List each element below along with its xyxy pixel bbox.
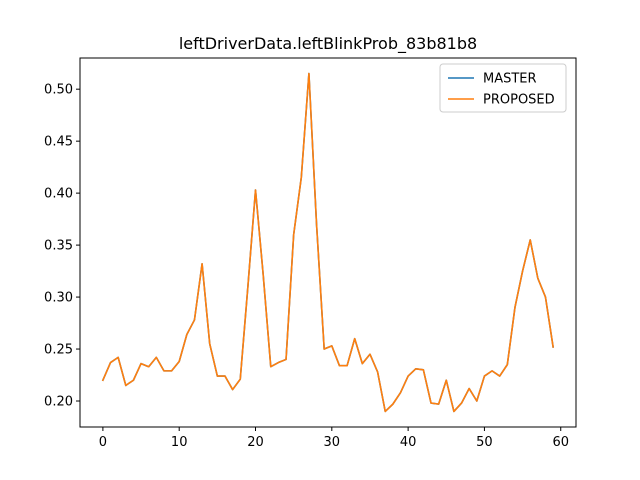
chart-title: leftDriverData.leftBlinkProb_83b81b8 — [179, 34, 477, 54]
series-line-proposed — [101, 72, 555, 413]
y-tick-label: 0.35 — [44, 239, 73, 254]
y-tick-label: 0.20 — [44, 395, 73, 410]
y-tick-label: 0.45 — [44, 135, 73, 150]
legend-label-master: MASTER — [483, 72, 537, 87]
y-tick-label: 0.40 — [44, 187, 73, 202]
legend-label-proposed: PROPOSED — [483, 93, 555, 108]
y-tick-label: 0.50 — [44, 83, 73, 98]
x-tick-label: 60 — [552, 435, 569, 450]
legend-box — [439, 63, 567, 113]
x-tick-label: 50 — [476, 435, 493, 450]
x-tick-label: 10 — [171, 435, 188, 450]
legend: MASTER PROPOSED — [439, 63, 567, 113]
x-tick-label: 40 — [400, 435, 417, 450]
plot-frame — [79, 57, 577, 428]
axes-layer: 0 10 20 30 40 50 60 0.20 0.25 0.30 0.35 0.40 0.45 0.5… — [44, 57, 577, 450]
y-tick-label: 0.25 — [44, 343, 73, 358]
series-layer — [101, 72, 555, 413]
x-tick-label: 0 — [99, 435, 107, 450]
x-tick-label: 20 — [247, 435, 264, 450]
y-tick-label: 0.30 — [44, 291, 73, 306]
x-tick-label: 30 — [324, 435, 341, 450]
